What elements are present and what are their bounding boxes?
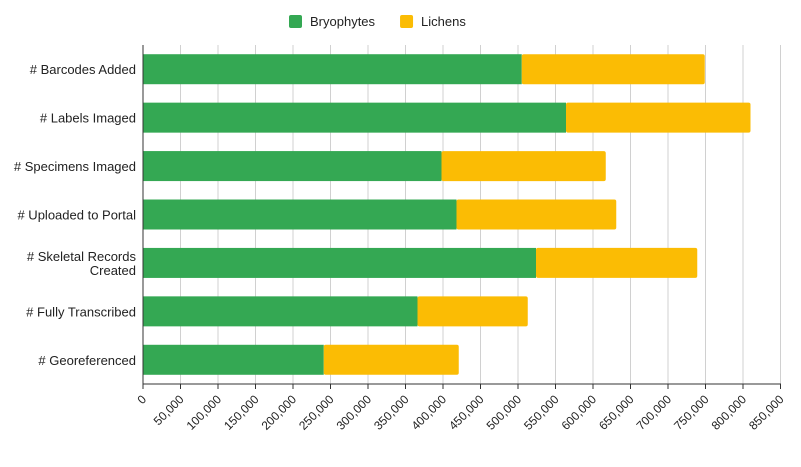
category-label: # Georeferenced [38, 353, 136, 368]
legend-swatch-lichens [400, 15, 414, 28]
category-label: # Specimens Imaged [14, 159, 136, 174]
category-label: # Barcodes Added [30, 62, 136, 77]
x-tick-label: 750,000 [671, 392, 712, 433]
x-tick-label: 500,000 [484, 392, 525, 433]
legend: Bryophytes Lichens [289, 14, 466, 29]
x-tick-label: 600,000 [559, 392, 600, 433]
x-tick-label: 400,000 [409, 392, 450, 433]
category-label: # Skeletal Records Created [27, 249, 137, 278]
x-tick-labels: 0 50,000100,000150,000200,000250,000300,0… [134, 384, 787, 433]
bar-lichens [441, 151, 606, 182]
legend-label-lichens: Lichens [421, 14, 466, 29]
bar-lichens [566, 102, 751, 133]
category-label: # Uploaded to Portal [17, 208, 136, 223]
bar-lichens [323, 344, 459, 375]
x-tick-label: 800,000 [709, 392, 750, 433]
bar-lichens [417, 296, 528, 327]
bars [143, 54, 751, 375]
category-label: # Labels Imaged [40, 111, 136, 126]
bar-lichens [521, 54, 705, 85]
bar-lichens [536, 247, 698, 278]
legend-swatch-bryophytes [289, 15, 302, 28]
x-tick-label: 150,000 [221, 392, 262, 433]
category-labels: # Barcodes Added # Labels Imaged # Specime… [14, 62, 137, 368]
bar-bryophytes [143, 247, 536, 278]
bar-bryophytes [143, 199, 457, 230]
bar-bryophytes [143, 54, 522, 85]
x-tick-label: 100,000 [184, 392, 225, 433]
category-label: # Fully Transcribed [26, 304, 136, 319]
x-tick-label: 300,000 [334, 392, 375, 433]
bar-bryophytes [143, 102, 566, 133]
x-tick-label: 700,000 [634, 392, 675, 433]
x-tick-label: 250,000 [296, 392, 337, 433]
x-tick-label: 850,000 [746, 392, 787, 433]
x-tick-label: 650,000 [596, 392, 637, 433]
x-tick-label: 550,000 [521, 392, 562, 433]
bar-bryophytes [143, 344, 324, 375]
x-tick-label: 450,000 [446, 392, 487, 433]
legend-label-bryophytes: Bryophytes [310, 14, 376, 29]
x-tick-label: 350,000 [371, 392, 412, 433]
bar-bryophytes [143, 151, 442, 182]
x-tick-label: 200,000 [259, 392, 300, 433]
bar-lichens [456, 199, 617, 230]
bar-bryophytes [143, 296, 418, 327]
x-tick-label: 50,000 [151, 392, 187, 428]
x-tick-label: 0 [134, 392, 149, 407]
